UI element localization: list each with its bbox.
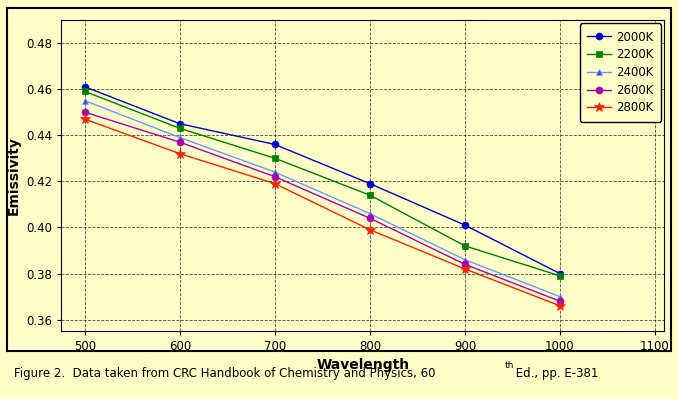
2800K	[81, 117, 89, 121]
2800K	[366, 227, 374, 232]
2200K	[271, 156, 279, 161]
2400K	[176, 135, 184, 140]
Line: 2600K: 2600K	[81, 109, 563, 305]
2000K	[176, 121, 184, 126]
2800K	[556, 303, 564, 308]
2600K	[176, 140, 184, 144]
Line: 2000K: 2000K	[81, 83, 563, 277]
2400K	[81, 98, 89, 103]
2800K	[176, 151, 184, 156]
2600K	[271, 174, 279, 179]
Line: 2200K: 2200K	[81, 88, 563, 279]
Y-axis label: Emissivity: Emissivity	[6, 136, 20, 215]
Line: 2400K: 2400K	[81, 97, 563, 300]
2200K	[461, 243, 469, 248]
Text: Figure 2.  Data taken from CRC Handbook of Chemistry and Physics, 60: Figure 2. Data taken from CRC Handbook o…	[14, 367, 435, 380]
2400K	[271, 170, 279, 174]
2600K	[366, 216, 374, 221]
2000K	[81, 85, 89, 89]
2200K	[176, 126, 184, 131]
2600K	[461, 262, 469, 267]
2000K	[461, 223, 469, 227]
Legend: 2000K, 2200K, 2400K, 2600K, 2800K: 2000K, 2200K, 2400K, 2600K, 2800K	[580, 24, 661, 122]
Text: th: th	[505, 361, 515, 370]
X-axis label: Wavelength: Wavelength	[316, 358, 410, 372]
Line: 2800K: 2800K	[80, 114, 565, 311]
2400K	[366, 211, 374, 216]
2000K	[366, 181, 374, 186]
2800K	[271, 181, 279, 186]
2800K	[461, 267, 469, 271]
2200K	[81, 89, 89, 94]
Text: Ed., pp. E-381: Ed., pp. E-381	[512, 367, 598, 380]
2600K	[81, 110, 89, 115]
2000K	[556, 271, 564, 276]
2600K	[556, 299, 564, 304]
2200K	[366, 193, 374, 198]
2000K	[271, 142, 279, 147]
2400K	[461, 257, 469, 262]
2200K	[556, 273, 564, 278]
2400K	[556, 294, 564, 299]
